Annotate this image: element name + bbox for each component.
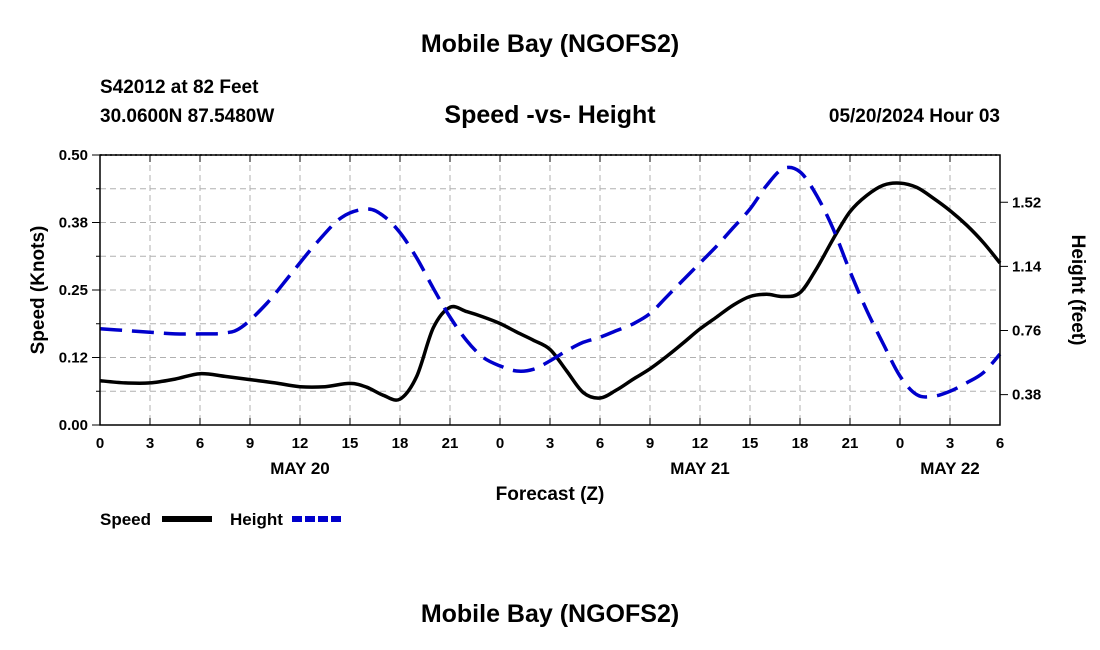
axes: 0 3 6 9 12 15 18 21 0 3 6 9 12 15 18 21 0 3 6 0.00 0.12 0.25 0… [59, 147, 1042, 478]
forecast-datetime: 05/20/2024 Hour 03 [828, 106, 1000, 127]
x-tick-label: 3 [146, 435, 154, 452]
x-tick-label: 18 [392, 435, 409, 452]
left-y-tick-label: 0.00 [59, 417, 88, 434]
right-y-tick-label: 0.76 [1012, 323, 1041, 340]
x-tick-label: 9 [246, 435, 254, 452]
x-tick-label: 6 [596, 435, 604, 452]
date-label: MAY 22 [920, 459, 980, 478]
x-tick-label: 15 [742, 435, 759, 452]
date-label: MAY 21 [670, 459, 730, 478]
footer-title: Mobile Bay (NGOFS2) [420, 600, 680, 628]
x-tick-label: 9 [646, 435, 654, 452]
height-series-line [99, 165, 1002, 399]
left-y-tick-label: 0.25 [59, 282, 88, 299]
legend-label-speed: Speed [100, 510, 151, 529]
x-tick-label: 0 [96, 435, 104, 452]
x-tick-label: 12 [692, 435, 709, 452]
right-y-tick-label: 1.14 [1012, 258, 1042, 275]
left-y-tick-label: 0.38 [59, 215, 88, 232]
station-label: S42012 at 82 Feet [100, 77, 259, 98]
chart-title: Mobile Bay (NGOFS2) [420, 30, 680, 58]
x-tick-label: 3 [546, 435, 554, 452]
x-tick-label: 6 [996, 435, 1004, 452]
x-axis-label: Forecast (Z) [496, 484, 605, 505]
grid [100, 155, 1000, 425]
x-tick-label: 0 [896, 435, 904, 452]
x-tick-label: 21 [442, 435, 459, 452]
chart-subtitle: Speed -vs- Height [444, 101, 656, 129]
right-y-tick-label: 0.38 [1012, 387, 1041, 404]
left-y-tick-label: 0.50 [59, 147, 88, 164]
x-tick-label: 21 [842, 435, 859, 452]
coordinates-label: 30.0600N 87.5480W [100, 106, 275, 127]
x-tick-label: 0 [496, 435, 504, 452]
right-y-tick-label: 1.52 [1012, 194, 1041, 211]
x-tick-label: 3 [946, 435, 954, 452]
left-axis-label: Speed (Knots) [28, 226, 49, 355]
left-y-tick-label: 0.12 [59, 350, 88, 367]
x-tick-label: 15 [342, 435, 359, 452]
legend: Speed Height [100, 510, 342, 529]
x-tick-label: 18 [792, 435, 809, 452]
x-tick-label: 6 [196, 435, 204, 452]
speed-series-line [99, 181, 1002, 402]
series-layer [99, 165, 1002, 402]
right-axis-label: Height (feet) [1067, 235, 1088, 346]
x-tick-label: 12 [292, 435, 309, 452]
date-label: MAY 20 [270, 459, 330, 478]
legend-label-height: Height [230, 510, 283, 529]
